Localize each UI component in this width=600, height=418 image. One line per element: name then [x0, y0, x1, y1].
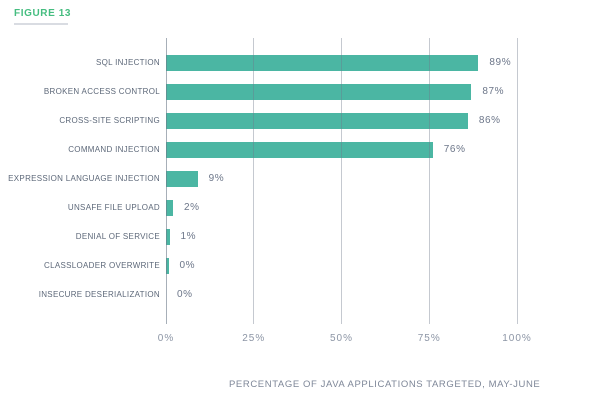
bar-area: 87%: [166, 83, 600, 100]
bar-row: DENIAL OF SERVICE 1%: [0, 222, 600, 251]
figure-label: FIGURE 13: [14, 8, 72, 19]
bar: [166, 228, 170, 245]
category-label: SQL INJECTION: [95, 58, 160, 67]
x-axis-caption: PERCENTAGE OF JAVA APPLICATIONS TARGETED…: [229, 379, 541, 390]
value-label: 9%: [208, 173, 225, 184]
category-label: BROKEN ACCESS CONTROL: [43, 87, 160, 96]
bar: [166, 257, 169, 274]
bar-row: SQL INJECTION 89%: [0, 48, 600, 77]
bar: [166, 54, 479, 71]
bar-area: 76%: [166, 141, 600, 158]
bar-row: EXPRESSION LANGUAGE INJECTION 9%: [0, 164, 600, 193]
bar-area: 89%: [166, 54, 600, 71]
bar-row: CLASSLOADER OVERWRITE 0%: [0, 251, 600, 280]
category-label: CLASSLOADER OVERWRITE: [44, 261, 160, 270]
bar-row: UNSAFE FILE UPLOAD 2%: [0, 193, 600, 222]
bar-row: COMMAND INJECTION 76%: [0, 135, 600, 164]
x-tick-label: 50%: [329, 333, 354, 344]
value-label: 89%: [489, 57, 512, 68]
value-label: 86%: [478, 115, 501, 126]
value-label: 1%: [180, 231, 197, 242]
category-label: UNSAFE FILE UPLOAD: [67, 203, 160, 212]
bar-rows: SQL INJECTION 89% BROKEN ACCESS CONTROL 87%…: [0, 48, 600, 309]
bar: [166, 112, 468, 129]
x-tick-label: 0%: [157, 333, 175, 344]
category-label: EXPRESSION LANGUAGE INJECTION: [8, 174, 160, 183]
bar-row: BROKEN ACCESS CONTROL 87%: [0, 77, 600, 106]
bar-row: CROSS-SITE SCRIPTING 86%: [0, 106, 600, 135]
category-label: CROSS-SITE SCRIPTING: [59, 116, 160, 125]
category-label: DENIAL OF SERVICE: [75, 232, 160, 241]
bar-area: 0%: [166, 287, 600, 303]
bar-row: INSECURE DESERIALIZATION 0%: [0, 280, 600, 309]
x-tick-label: 75%: [417, 333, 441, 344]
bar-area: 0%: [166, 257, 600, 274]
category-label: COMMAND INJECTION: [68, 145, 160, 154]
bar-area: 86%: [166, 112, 600, 129]
bar: [166, 141, 433, 158]
value-label: 76%: [443, 144, 466, 155]
x-tick-label: 100%: [502, 333, 532, 344]
bar: [166, 170, 198, 187]
value-label: 0%: [177, 289, 193, 300]
bar-area: 2%: [166, 199, 600, 216]
category-label: INSECURE DESERIALIZATION: [38, 290, 160, 299]
bar: [166, 83, 472, 100]
x-axis-ticks: 0% 25% 50% 75% 100%: [158, 333, 531, 347]
bar-area: 9%: [166, 170, 600, 187]
value-label: 2%: [184, 202, 200, 213]
value-label: 87%: [482, 86, 505, 97]
value-label: 0%: [179, 260, 196, 271]
x-tick-label: 25%: [242, 333, 266, 344]
figure-label-underline: [14, 23, 68, 25]
bar-area: 1%: [166, 228, 600, 245]
bar: [166, 199, 174, 216]
